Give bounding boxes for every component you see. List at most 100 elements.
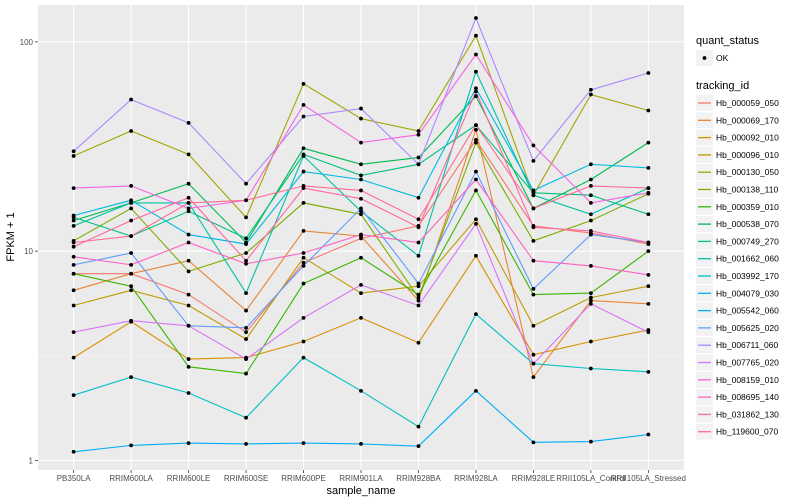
data-point-Hb_000138_110 <box>359 212 363 217</box>
data-point-Hb_000059_050 <box>474 138 478 142</box>
legend-color-label: Hb_000069_170 <box>716 115 779 125</box>
data-point-Hb_001662_060 <box>531 193 536 198</box>
legend: quant_status OK tracking_id Hb_000059_05… <box>696 35 779 440</box>
legend-color-label: Hb_000092_010 <box>716 133 779 143</box>
data-point-Hb_007765_020 <box>244 357 248 361</box>
data-point-Hb_000096_010 <box>244 337 248 341</box>
data-point-Hb_001662_060 <box>359 209 363 214</box>
data-point-Hb_000092_010 <box>301 339 306 344</box>
x-tick-label: RRIM600LA <box>109 474 153 483</box>
data-point-Hb_000138_110 <box>186 269 191 274</box>
data-point-Hb_000130_050 <box>71 154 76 158</box>
data-point-Hb_007765_020 <box>588 301 593 306</box>
data-point-Hb_008695_140 <box>646 272 651 277</box>
data-point-Hb_000130_050 <box>474 33 478 38</box>
data-point-Hb_000069_170 <box>71 288 76 293</box>
x-tick-label: RRII105LA_Control <box>556 474 626 483</box>
data-point-Hb_008159_010 <box>588 201 593 205</box>
data-point-Hb_000069_170 <box>474 127 478 132</box>
data-point-Hb_119600_070 <box>416 217 421 222</box>
data-point-Hb_005542_060 <box>71 449 76 454</box>
data-point-Hb_008159_010 <box>646 190 651 195</box>
data-point-Hb_119600_070 <box>588 183 593 188</box>
data-point-Hb_005625_020 <box>474 169 478 174</box>
legend-color-label: Hb_000096_010 <box>716 150 779 160</box>
data-point-Hb_000749_270 <box>588 193 593 198</box>
data-point-Hb_000359_010 <box>474 188 478 193</box>
legend-color-label: Hb_000538_070 <box>716 219 779 229</box>
data-point-Hb_000538_070 <box>71 218 76 223</box>
y-axis: 1 10 100 <box>20 38 38 465</box>
data-point-Hb_000130_050 <box>129 129 134 133</box>
legend-shape-entries: OK <box>696 50 729 66</box>
data-point-Hb_031862_130 <box>71 244 76 249</box>
data-point-Hb_004079_030 <box>588 162 593 167</box>
data-point-Hb_000138_110 <box>474 140 478 145</box>
data-point-Hb_001662_060 <box>301 154 306 158</box>
data-point-Hb_005625_020 <box>588 232 593 237</box>
data-point-Hb_000749_270 <box>646 212 651 217</box>
data-point-Hb_003992_170 <box>588 366 593 371</box>
data-point-Hb_004079_030 <box>186 232 191 237</box>
data-point-Hb_005542_060 <box>129 443 134 448</box>
data-point-Hb_000096_010 <box>186 303 191 308</box>
data-point-Hb_001662_060 <box>588 212 593 217</box>
data-point-Hb_004079_030 <box>359 177 363 182</box>
data-point-Hb_000069_170 <box>531 375 536 380</box>
data-point-Hb_000096_010 <box>646 284 651 289</box>
legend-color-label: Hb_005625_020 <box>716 323 779 333</box>
data-point-Hb_005625_020 <box>416 281 421 286</box>
legend-color-label: Hb_005542_060 <box>716 306 779 316</box>
data-point-Hb_003992_170 <box>244 415 248 420</box>
data-point-Hb_000096_010 <box>301 255 306 260</box>
legend-color-label: Hb_000749_270 <box>716 236 779 246</box>
data-point-Hb_003992_170 <box>646 369 651 374</box>
data-point-Hb_008159_010 <box>301 102 306 107</box>
data-point-Hb_000059_050 <box>301 260 306 265</box>
data-point-Hb_000096_010 <box>129 288 134 293</box>
data-point-Hb_006711_060 <box>244 181 248 186</box>
data-point-Hb_005625_020 <box>244 325 248 330</box>
data-point-Hb_003992_170 <box>71 393 76 398</box>
legend-color-label: Hb_006711_060 <box>716 340 779 350</box>
legend-color-label: Hb_007765_020 <box>716 358 779 368</box>
x-tick-label: RRIM928LE <box>512 474 556 483</box>
data-point-Hb_031862_130 <box>531 225 536 230</box>
y-tick-label: 1 <box>29 456 34 465</box>
legend-shape-label: OK <box>716 53 729 63</box>
data-point-Hb_003992_170 <box>129 375 134 380</box>
data-point-Hb_005625_020 <box>531 287 536 291</box>
y-tick-label: 10 <box>24 247 33 256</box>
x-tick-label: RRIM600LE <box>167 474 211 483</box>
data-point-Hb_003992_170 <box>301 355 306 360</box>
data-point-Hb_008695_140 <box>359 232 363 237</box>
x-tick-label: PB350LA <box>57 474 91 483</box>
data-point-Hb_000138_110 <box>244 251 248 255</box>
data-point-Hb_031862_130 <box>588 228 593 233</box>
data-point-Hb_031862_130 <box>186 195 191 200</box>
data-point-Hb_000538_070 <box>474 94 478 99</box>
data-point-Hb_000749_270 <box>244 236 248 241</box>
data-point-Hb_000069_170 <box>646 301 651 306</box>
data-point-Hb_006711_060 <box>301 114 306 119</box>
data-point-Hb_001662_060 <box>129 201 134 205</box>
data-point-Hb_031862_130 <box>244 258 248 263</box>
data-point-Hb_008159_010 <box>71 186 76 191</box>
data-point-Hb_007765_020 <box>186 323 191 328</box>
legend-color-label: Hb_000059_050 <box>716 98 779 108</box>
data-point-Hb_000538_070 <box>186 181 191 186</box>
data-point-Hb_005625_020 <box>301 264 306 268</box>
data-point-Hb_005625_020 <box>359 206 363 211</box>
data-point-Hb_000138_110 <box>301 201 306 205</box>
data-point-Hb_031862_130 <box>474 89 478 94</box>
legend-color-label: Hb_000359_010 <box>716 202 779 212</box>
data-point-Hb_004079_030 <box>129 198 134 203</box>
legend-color-title: tracking_id <box>696 80 749 92</box>
data-point-Hb_008695_140 <box>588 264 593 268</box>
data-point-Hb_007765_020 <box>416 303 421 308</box>
data-point-Hb_005542_060 <box>416 444 421 449</box>
data-point-Hb_007765_020 <box>531 361 536 366</box>
data-point-Hb_004079_030 <box>71 213 76 218</box>
data-point-Hb_031862_130 <box>359 196 363 201</box>
data-point-Hb_005542_060 <box>646 432 651 437</box>
